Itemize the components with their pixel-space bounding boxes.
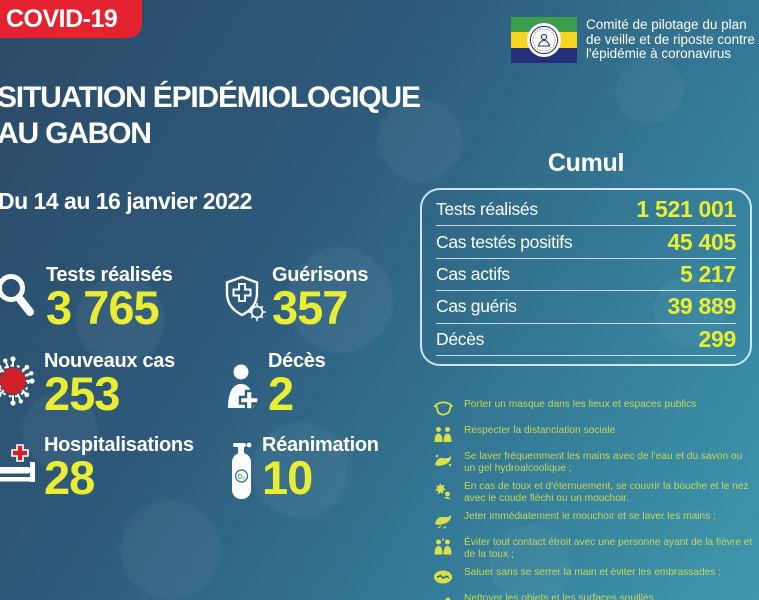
stat-nouveaux-cas: Nouveaux cas 253 [0,350,175,420]
social-distancing-icon [432,425,454,445]
committee-line: Comité de pilotage du plan [586,17,747,33]
row-label: Cas testés positifs [436,231,573,252]
row-label: Décès [436,328,485,349]
gabon-flag-logo [511,17,577,63]
guideline-text: Porter un masque dans les lieux et espac… [464,399,697,410]
guidelines-list: Porter un masque dans les lieux et espac… [432,399,754,600]
table-row: Tests réalisés 1 521 001 [436,194,736,227]
guideline-text: En cas de toux et d'éternuement, se couv… [464,481,749,504]
stat-deces: Décès 2 [226,350,326,420]
row-value: 39 889 [667,293,736,320]
committee-name: Comité de pilotage du plan de veille et … [586,18,755,62]
stat-guerisons: Guérisons 357 [222,264,369,334]
stat-reanimation: O₂ Réanimation 10 [230,434,379,504]
hospital-bed-icon [0,443,40,492]
throw-tissue-icon [432,511,454,531]
mask-icon [432,399,454,419]
guideline-item: Saluer sans se serrer la main et éviter … [432,567,754,587]
stat-tests-realises: Tests réalisés 3 765 [0,264,173,334]
committee-line: de veille et de riposte contre [586,31,755,47]
magnifier-icon [0,272,42,327]
stat-label: Guérisons [272,264,369,286]
row-value: 45 405 [667,228,736,255]
title-line-2: AU GABON [0,117,152,150]
cumulative-title: Cumul [547,149,625,177]
stat-value: 2 [268,367,294,420]
row-label: Cas actifs [436,264,510,285]
stat-label: Hospitalisations [44,434,194,456]
guideline-text: Respecter la distanciation sociale [464,425,616,436]
stat-value: 3 765 [46,281,160,334]
covid-badge: COVID-19 [0,0,142,38]
gabon-emblem-icon [527,23,561,57]
table-row: Décès 299 [436,324,737,357]
report-period: Du 14 au 16 janvier 2022 [0,188,252,214]
table-row: Cas actifs 5 217 [436,259,736,292]
covid-badge-label: COVID-19 [6,4,118,33]
guideline-item: Jeter immédiatement le mouchoir et se la… [432,511,754,531]
stat-value: 253 [44,367,120,420]
table-row: Cas testés positifs 45 405 [436,226,736,259]
row-label: Cas guéris [436,296,517,317]
guideline-text: Saluer sans se serrer la main et éviter … [464,567,722,578]
org-header: Comité de pilotage du plan de veille et … [511,17,755,63]
row-label: Tests réalisés [436,199,538,220]
page-title: SITUATION ÉPIDÉMIOLOGIQUE AU GABON [0,80,421,152]
guideline-item: Éviter tout contact étroit avec une pers… [432,537,754,561]
stat-hospitalisations: Hospitalisations 28 [0,434,194,504]
guideline-item: Nettoyer les objets et les surfaces soui… [432,593,754,600]
cough-cover-icon [432,481,454,501]
guideline-text: Éviter tout contact étroit avec une pers… [464,537,753,560]
stat-label: Réanimation [262,434,379,456]
guideline-item: Se laver fréquemment les mains avec de l… [432,451,754,475]
table-row: Cas guéris 39 889 [436,291,736,324]
cumulative-table: Tests réalisés 1 521 001 Cas testés posi… [420,188,752,366]
stat-value: 357 [272,281,348,334]
committee-line: l'épidémie à coronavirus [586,46,732,62]
svg-text:O₂: O₂ [237,474,245,481]
guideline-text: Se laver fréquemment les mains avec de l… [464,451,743,474]
row-value: 299 [698,325,737,352]
guideline-text: Nettoyer les objets et les surfaces soui… [464,593,657,600]
avoid-contact-icon [432,537,454,557]
no-handshake-icon [432,567,454,587]
title-line-1: SITUATION ÉPIDÉMIOLOGIQUE [0,81,421,114]
stat-value: 28 [44,451,95,504]
stat-label: Décès [268,350,326,372]
stat-label: Nouveaux cas [44,350,175,372]
person-cross-icon [226,362,264,415]
guideline-item: Respecter la distanciation sociale [432,425,754,445]
virus-icon [0,352,40,415]
guideline-item: Porter un masque dans les lieux et espac… [432,399,754,419]
stat-label: Tests réalisés [46,264,173,286]
guideline-text: Jeter immédiatement le mouchoir et se la… [464,511,716,522]
wash-hands-icon [432,451,454,471]
stat-value: 10 [262,451,313,504]
guideline-item: En cas de toux et d'éternuement, se couv… [432,481,754,505]
oxygen-tank-icon: O₂ [230,440,254,505]
row-value: 1 521 001 [636,196,736,223]
shield-cross-virus-icon [222,274,268,327]
clean-surfaces-icon [432,593,454,600]
row-value: 5 217 [679,261,736,288]
